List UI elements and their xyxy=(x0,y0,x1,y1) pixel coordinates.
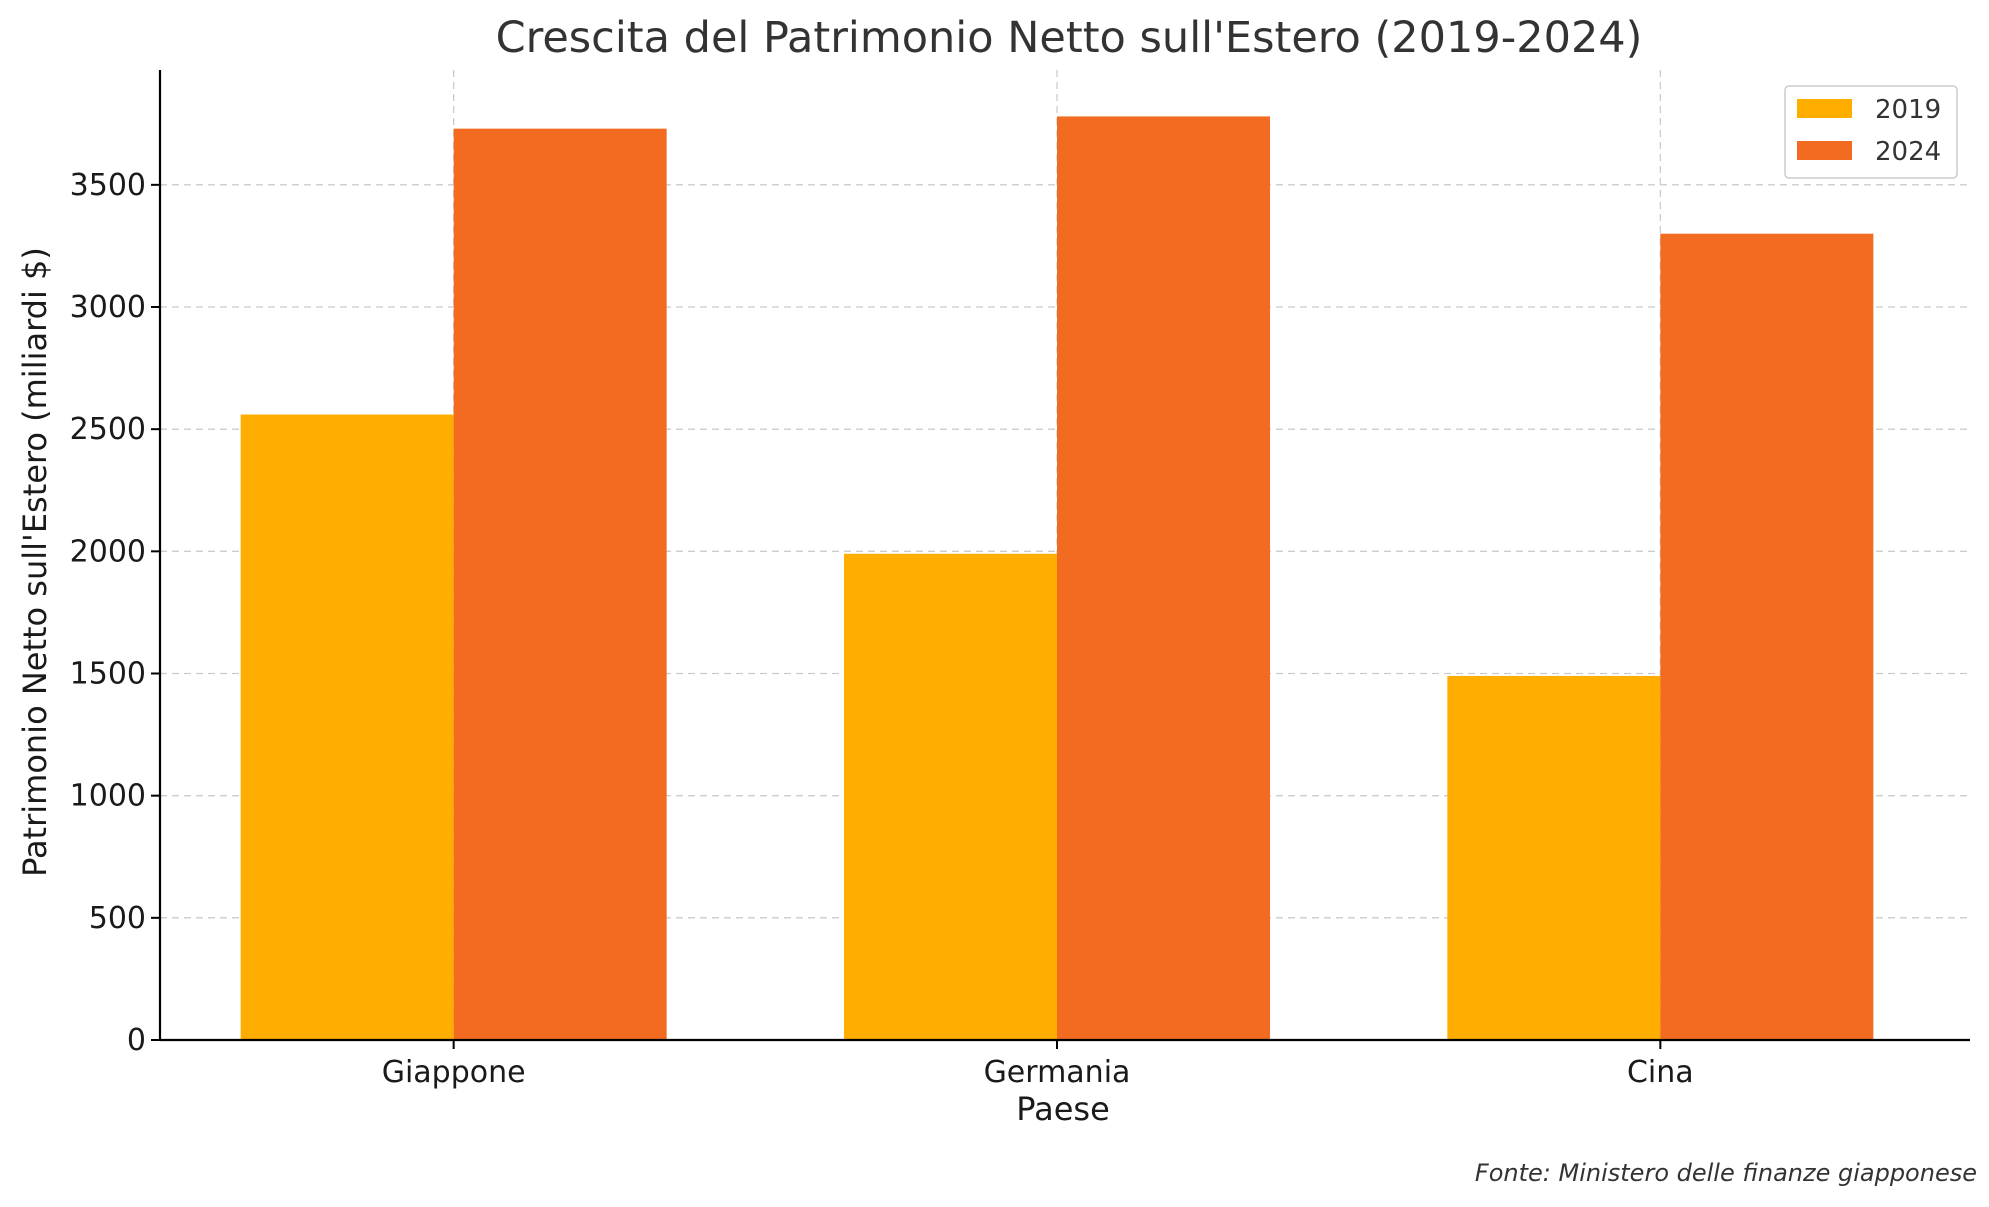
y-tick-label: 500 xyxy=(89,901,146,936)
bar-2019-germania xyxy=(844,553,1057,1040)
x-axis-label: Paese xyxy=(1016,1090,1110,1128)
y-tick-label: 1000 xyxy=(70,779,146,814)
legend-swatch-2024 xyxy=(1797,141,1852,160)
bars xyxy=(240,116,1874,1041)
x-tick-label: Germania xyxy=(984,1055,1131,1090)
bar-2019-giappone xyxy=(240,414,454,1041)
y-tick-label: 0 xyxy=(127,1023,146,1058)
y-tick-label: 3000 xyxy=(70,290,146,325)
axes xyxy=(158,70,1970,1042)
x-tick-label: Giappone xyxy=(382,1055,526,1090)
source-note: Fonte: Ministero delle finanze giappones… xyxy=(1475,1159,1977,1187)
bar-2024-giappone xyxy=(453,128,667,1041)
y-tick-label: 3500 xyxy=(70,168,146,203)
y-tick-label: 2000 xyxy=(70,534,146,569)
chart-title: Crescita del Patrimonio Netto sull'Ester… xyxy=(496,13,1643,63)
legend: 2019 2024 xyxy=(1784,85,1958,179)
x-tick-label: Cina xyxy=(1627,1055,1694,1090)
legend-swatch-2019 xyxy=(1797,99,1852,118)
bar-2024-cina xyxy=(1660,233,1874,1041)
bar-2024-germania xyxy=(1057,116,1270,1041)
y-tick-label: 2500 xyxy=(70,412,146,447)
legend-label-2019: 2019 xyxy=(1875,95,1941,125)
bar-2019-cina xyxy=(1447,675,1661,1040)
ticks: 0 500 1000 1500 2000 2500 3000 3500 Giappone Germ… xyxy=(70,168,1694,1090)
legend-label-2024: 2024 xyxy=(1875,137,1941,167)
y-axis-label: Patrimonio Netto sull'Estero (miliardi $… xyxy=(16,247,54,877)
y-tick-label: 1500 xyxy=(70,657,146,692)
